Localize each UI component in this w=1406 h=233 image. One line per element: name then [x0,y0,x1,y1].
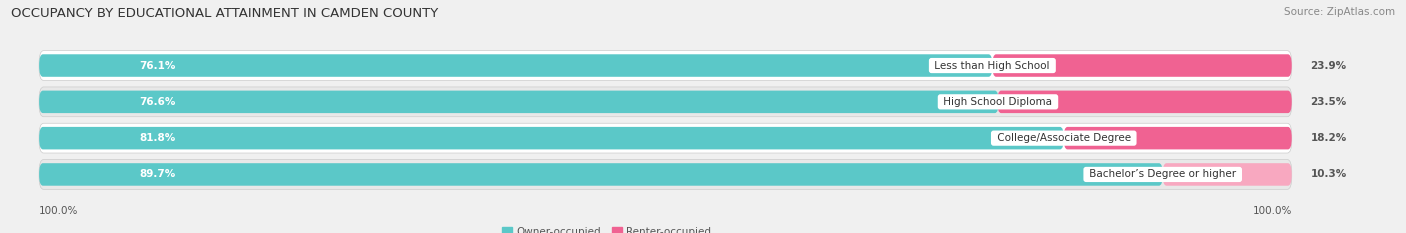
Text: 10.3%: 10.3% [1310,169,1347,179]
Text: High School Diploma: High School Diploma [941,97,1056,107]
FancyBboxPatch shape [39,163,1163,186]
FancyBboxPatch shape [993,54,1292,77]
Text: Source: ZipAtlas.com: Source: ZipAtlas.com [1284,7,1395,17]
Text: 81.8%: 81.8% [139,133,176,143]
Text: College/Associate Degree: College/Associate Degree [994,133,1135,143]
Text: 100.0%: 100.0% [39,206,79,216]
FancyBboxPatch shape [39,160,1292,189]
FancyBboxPatch shape [39,127,1064,149]
Text: 23.9%: 23.9% [1310,61,1347,71]
Text: 100.0%: 100.0% [1253,206,1292,216]
FancyBboxPatch shape [39,123,1292,153]
Text: 76.6%: 76.6% [139,97,176,107]
FancyBboxPatch shape [997,91,1292,113]
Text: 23.5%: 23.5% [1310,97,1347,107]
Text: Bachelor’s Degree or higher: Bachelor’s Degree or higher [1085,169,1240,179]
Text: 18.2%: 18.2% [1310,133,1347,143]
FancyBboxPatch shape [1064,127,1292,149]
Text: 89.7%: 89.7% [139,169,176,179]
FancyBboxPatch shape [39,87,1292,117]
FancyBboxPatch shape [39,51,1292,80]
FancyBboxPatch shape [39,91,998,113]
Text: OCCUPANCY BY EDUCATIONAL ATTAINMENT IN CAMDEN COUNTY: OCCUPANCY BY EDUCATIONAL ATTAINMENT IN C… [11,7,439,20]
FancyBboxPatch shape [39,54,993,77]
FancyBboxPatch shape [1163,163,1292,186]
Legend: Owner-occupied, Renter-occupied: Owner-occupied, Renter-occupied [502,226,711,233]
Text: Less than High School: Less than High School [932,61,1053,71]
Text: 76.1%: 76.1% [139,61,176,71]
